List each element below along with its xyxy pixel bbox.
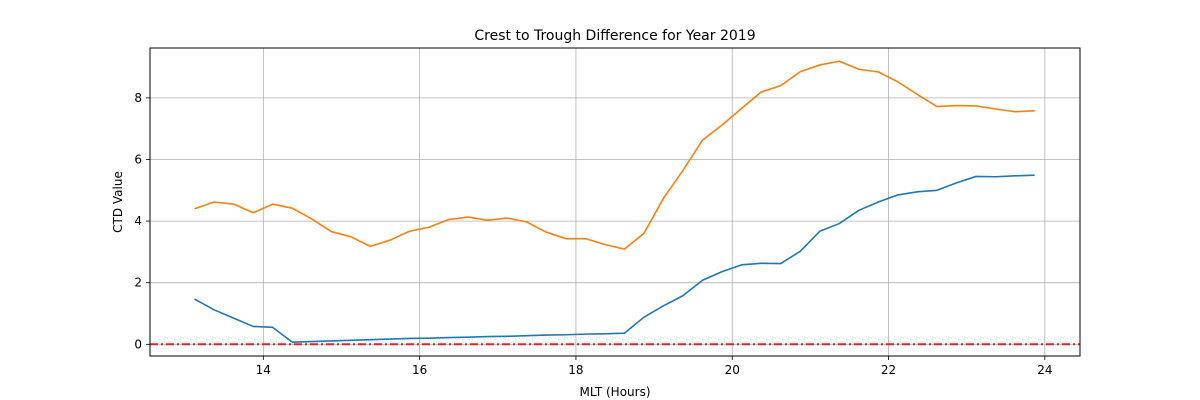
y-tick-label: 8 bbox=[134, 91, 142, 105]
y-tick-label: 2 bbox=[134, 276, 142, 290]
plot-frame bbox=[149, 47, 1081, 357]
x-tick-label: 14 bbox=[256, 363, 271, 377]
y-tick-label: 4 bbox=[134, 214, 142, 228]
series-line-1 bbox=[194, 174, 1035, 343]
series-layer bbox=[194, 60, 1035, 343]
x-tick-label: 16 bbox=[412, 363, 427, 377]
x-tick-label: 24 bbox=[1037, 363, 1052, 377]
x-tick-label: 18 bbox=[568, 363, 583, 377]
x-axis-title: MLT (Hours) bbox=[579, 385, 650, 399]
y-tick-label: 6 bbox=[134, 152, 142, 166]
grid bbox=[150, 48, 1080, 356]
y-tick-label: 0 bbox=[134, 337, 142, 351]
x-axis-ticks: 14 16 18 20 22 24 bbox=[256, 356, 1052, 377]
x-tick-label: 22 bbox=[881, 363, 896, 377]
y-axis-title: CTD Value bbox=[111, 171, 125, 233]
x-tick-label: 20 bbox=[725, 363, 740, 377]
series-line-2 bbox=[194, 60, 1035, 250]
chart-title: Crest to Trough Difference for Year 2019 bbox=[474, 28, 755, 44]
y-axis-ticks: 0 2 4 6 8 bbox=[134, 91, 150, 351]
